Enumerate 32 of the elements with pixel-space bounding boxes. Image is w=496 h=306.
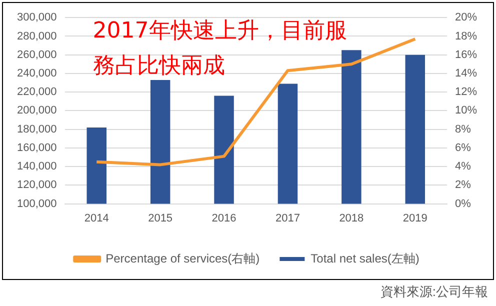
y-tick-label: 140,000: [16, 160, 57, 173]
y2-tick-label: 8%: [454, 123, 472, 136]
y2-tick-label: 12%: [454, 86, 478, 98]
x-tick-label: 2014: [84, 212, 109, 224]
y-tick-label: 220,000: [16, 86, 57, 98]
y-tick-label: 260,000: [16, 48, 57, 61]
x-tick-label: 2015: [148, 212, 173, 224]
x-tick-label: 2016: [212, 212, 236, 224]
annotation: 2017年快速上升，目前服務占比快兩成: [92, 18, 347, 78]
y-tick-label: 100,000: [16, 198, 57, 210]
y-tick-label: 280,000: [16, 30, 57, 42]
legend-label: Total net sales(左軸): [310, 251, 420, 266]
y-tick-label: 160,000: [16, 142, 57, 154]
y2-tick-label: 16%: [454, 48, 478, 61]
y-tick-label: 300,000: [16, 12, 57, 24]
y-tick-label: 120,000: [16, 179, 57, 192]
y-tick-label: 240,000: [16, 67, 57, 80]
source-note: 資料來源:公司年報: [380, 283, 488, 301]
y2-tick-label: 4%: [454, 160, 472, 173]
y-tick-label: 200,000: [16, 104, 57, 117]
x-tick-label: 2018: [339, 212, 364, 224]
y2-tick-label: 10%: [454, 104, 478, 117]
y-tick-label: 180,000: [16, 123, 57, 136]
y2-tick-label: 2%: [454, 179, 472, 192]
x-tick-label: 2019: [402, 212, 428, 224]
legend-label: Percentage of services(右軸): [106, 251, 260, 266]
x-tick-label: 2017: [275, 212, 300, 224]
y2-tick-label: 0%: [454, 198, 472, 210]
y2-tick-label: 14%: [454, 67, 478, 80]
y2-tick-label: 18%: [454, 30, 478, 42]
y2-tick-label: 6%: [454, 142, 472, 154]
y2-tick-label: 20%: [454, 12, 478, 24]
